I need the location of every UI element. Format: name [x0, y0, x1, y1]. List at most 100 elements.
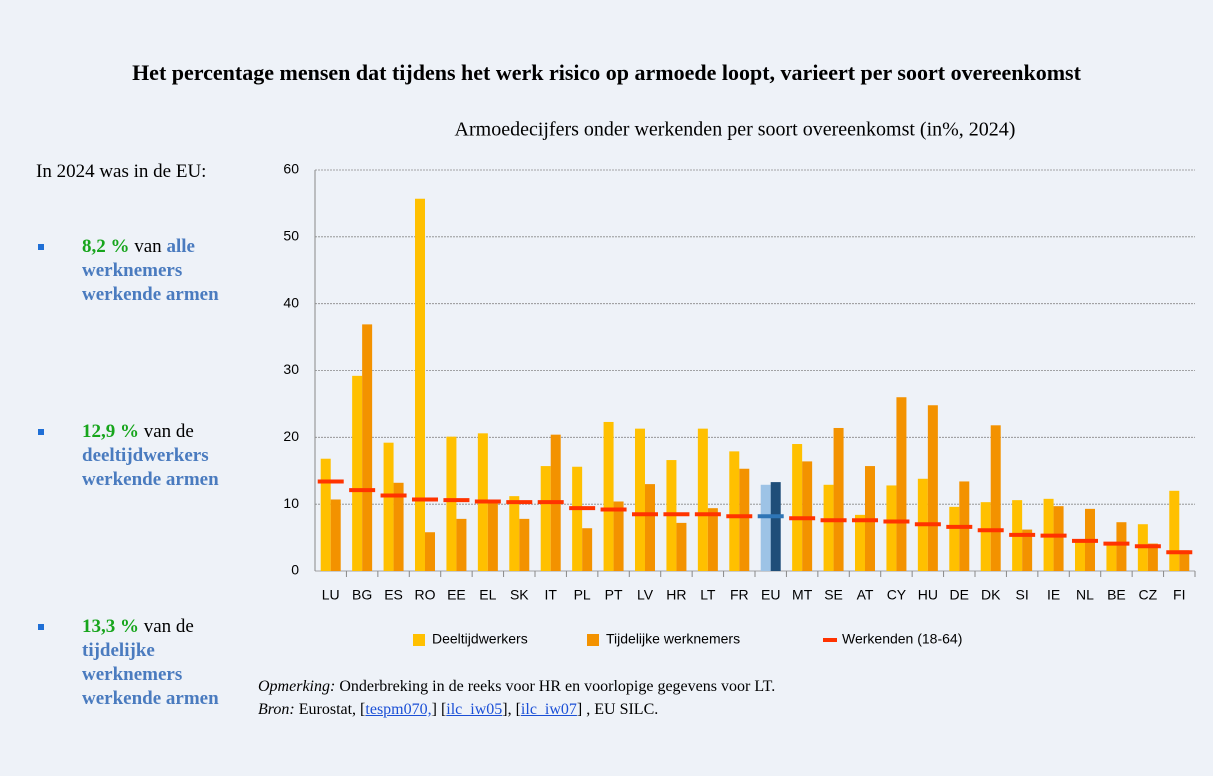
- x-tick-label: LV: [637, 587, 654, 603]
- x-tick-label: EL: [479, 587, 496, 603]
- bullet-term: tijdelijke werknemers werkende armen: [82, 640, 219, 709]
- x-tick-label: FI: [1173, 587, 1185, 603]
- x-tick-label: EU: [761, 587, 780, 603]
- x-tick-label: LT: [700, 587, 716, 603]
- x-tick-label: DK: [981, 587, 1001, 603]
- x-tick-label: FR: [730, 587, 749, 603]
- bar: [729, 451, 740, 571]
- x-tick-label: NL: [1076, 587, 1094, 603]
- bullet-marker: [38, 429, 44, 435]
- bullet-term: alle werknemers werkende armen: [82, 236, 219, 305]
- bar: [383, 442, 394, 571]
- bar: [582, 528, 593, 571]
- bullet-body: 8,2 % van alle werknemers werkende armen: [82, 235, 246, 307]
- bullet-value: 12,9 %: [82, 421, 139, 442]
- bar: [770, 482, 781, 571]
- y-tick-label: 60: [283, 161, 299, 177]
- bar: [1169, 490, 1180, 571]
- bullet-text: van de: [143, 616, 194, 637]
- bar: [949, 506, 960, 571]
- bar: [330, 499, 341, 571]
- bar: [802, 461, 813, 571]
- y-tick-label: 20: [283, 428, 299, 444]
- bar: [320, 458, 331, 571]
- bar: [707, 508, 718, 571]
- bar: [855, 514, 865, 571]
- y-tick-label: 0: [291, 562, 299, 578]
- link[interactable]: ilc_iw07: [520, 701, 577, 718]
- intro: In 2024 was in de EU:: [36, 161, 207, 182]
- bullet-term: deeltijdwerkers werkende armen: [82, 445, 219, 490]
- bar: [823, 484, 834, 571]
- y-tick-label: 50: [283, 228, 299, 244]
- x-tick-label: BG: [352, 587, 372, 603]
- link[interactable]: ilc_iw05: [446, 701, 503, 718]
- bar: [352, 375, 363, 571]
- bar: [487, 500, 498, 571]
- x-tick-label: HR: [666, 587, 686, 603]
- bar: [697, 428, 708, 571]
- x-tick-label: BE: [1107, 587, 1126, 603]
- y-tick-label: 30: [283, 361, 299, 377]
- source-text: Eurostat, [: [294, 701, 366, 718]
- x-tick-label: CZ: [1139, 587, 1158, 603]
- bar: [362, 324, 373, 571]
- link[interactable]: tespm070,: [365, 701, 432, 718]
- x-tick-label: SK: [510, 587, 529, 603]
- bar: [393, 482, 404, 571]
- bar: [676, 522, 687, 571]
- x-tick-label: AT: [857, 587, 874, 603]
- y-tick-label: 10: [283, 495, 299, 511]
- source-label: Bron:: [258, 701, 295, 718]
- x-tick-label: ES: [384, 587, 403, 603]
- bar: [603, 421, 614, 571]
- remark: Opmerking: Onderbreking in de reeks voor…: [258, 675, 775, 698]
- bar: [425, 532, 435, 571]
- bullet-text: van de: [143, 421, 194, 442]
- x-tick-label: IT: [544, 587, 557, 603]
- bar: [519, 518, 530, 571]
- bar: [572, 466, 583, 571]
- remark-text: Onderbreking in de reeks voor HR en voor…: [339, 678, 776, 695]
- x-tick-label: PL: [574, 587, 591, 603]
- bar: [896, 397, 907, 571]
- x-tick-label: EE: [447, 587, 466, 603]
- legend-label: Tijdelijke werknemers: [606, 631, 740, 647]
- page-title: Het percentage mensen dat tijdens het we…: [132, 60, 1081, 85]
- x-tick-label: DE: [950, 587, 969, 603]
- legend-label: Werkenden (18-64): [842, 631, 962, 647]
- legend-marker: [413, 634, 425, 646]
- bar: [1116, 522, 1127, 571]
- bullet: 12,9 % van de deeltijdwerkers werkende a…: [36, 420, 246, 492]
- bar: [509, 496, 520, 571]
- bar: [635, 428, 645, 571]
- bullet-value: 13,3 %: [82, 616, 139, 637]
- bar: [990, 425, 1001, 571]
- bullet: 8,2 % van alle werknemers werkende armen: [36, 235, 246, 307]
- bar: [1053, 506, 1064, 571]
- source: Bron: Eurostat, [tespm070,] [ilc_iw05], …: [258, 698, 775, 721]
- bullet-body: 12,9 % van de deeltijdwerkers werkende a…: [82, 420, 246, 492]
- x-tick-label: CY: [887, 587, 907, 603]
- bullet-marker: [38, 624, 44, 630]
- x-tick-label: LU: [322, 587, 340, 603]
- x-tick-label: RO: [415, 587, 436, 603]
- bar: [927, 405, 938, 571]
- bullet-body: 13,3 % van de tijdelijke werknemers werk…: [82, 615, 246, 711]
- bar: [540, 466, 551, 571]
- source-text: ] , EU SILC.: [576, 701, 659, 718]
- source-text: ], [: [502, 701, 521, 718]
- notes: Opmerking: Onderbreking in de reeks voor…: [258, 675, 775, 721]
- left-panel: In 2024 was in de EU: 8,2 % van alle wer…: [36, 160, 256, 709]
- bar: [980, 502, 991, 571]
- x-tick-label: MT: [792, 587, 813, 603]
- bullet-value: 8,2 %: [82, 236, 130, 257]
- bar: [645, 484, 655, 571]
- bar: [833, 427, 844, 571]
- x-tick-label: SI: [1016, 587, 1029, 603]
- bar: [1075, 540, 1085, 571]
- bar: [1179, 550, 1190, 571]
- bar: [446, 436, 457, 571]
- x-tick-label: IE: [1047, 587, 1060, 603]
